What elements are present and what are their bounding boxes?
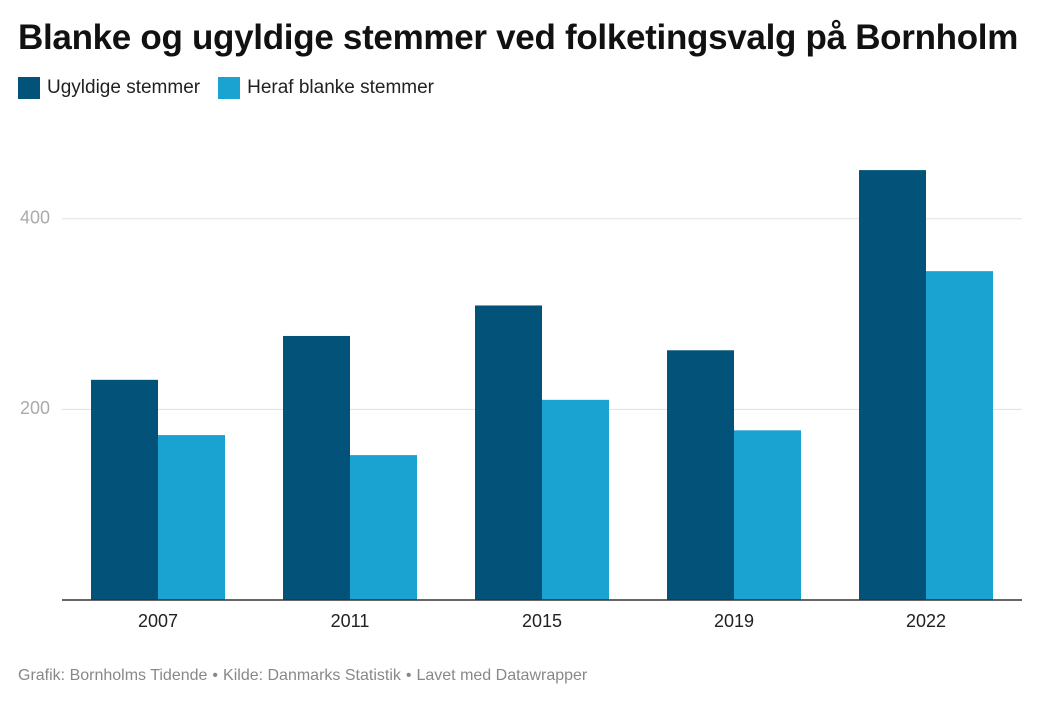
y-tick-label: 400	[20, 207, 50, 227]
legend: Ugyldige stemmer Heraf blanke stemmer	[18, 77, 452, 99]
legend-swatch-blanke	[218, 77, 241, 99]
bar-blanke	[158, 435, 225, 600]
legend-item-blanke: Heraf blanke stemmer	[218, 77, 434, 99]
bar-blanke	[926, 271, 993, 600]
bar-blanke	[542, 399, 609, 600]
x-tick-label: 2019	[714, 611, 754, 631]
bar-blanke	[350, 455, 417, 600]
footer-credit: Grafik: Bornholms Tidende	[18, 667, 208, 684]
bar-blanke	[734, 430, 801, 600]
footer-separator: •	[405, 667, 412, 684]
legend-label-ugyldige: Ugyldige stemmer	[47, 77, 201, 98]
footer-source: Kilde: Danmarks Statistik	[223, 667, 401, 684]
legend-item-ugyldige: Ugyldige stemmer	[18, 77, 200, 99]
footer-separator: •	[212, 667, 219, 684]
x-tick-label: 2007	[138, 611, 178, 631]
x-tick-label: 2011	[331, 611, 370, 631]
bar-ugyldige	[91, 379, 158, 600]
footer-tool: Lavet med Datawrapper	[416, 667, 588, 684]
bar-ugyldige	[667, 350, 734, 600]
bar-ugyldige	[475, 305, 542, 600]
bar-ugyldige	[283, 335, 350, 600]
chart-title: Blanke og ugyldige stemmer ved folketing…	[18, 18, 1019, 57]
legend-swatch-ugyldige	[18, 77, 40, 99]
bar-ugyldige	[859, 170, 926, 600]
y-tick-label: 200	[20, 398, 50, 418]
x-tick-label: 2022	[906, 611, 946, 631]
footer: Grafik: Bornholms Tidende • Kilde: Danmark…	[18, 667, 587, 685]
legend-label-blanke: Heraf blanke stemmer	[247, 77, 435, 98]
x-tick-label: 2015	[522, 611, 562, 631]
